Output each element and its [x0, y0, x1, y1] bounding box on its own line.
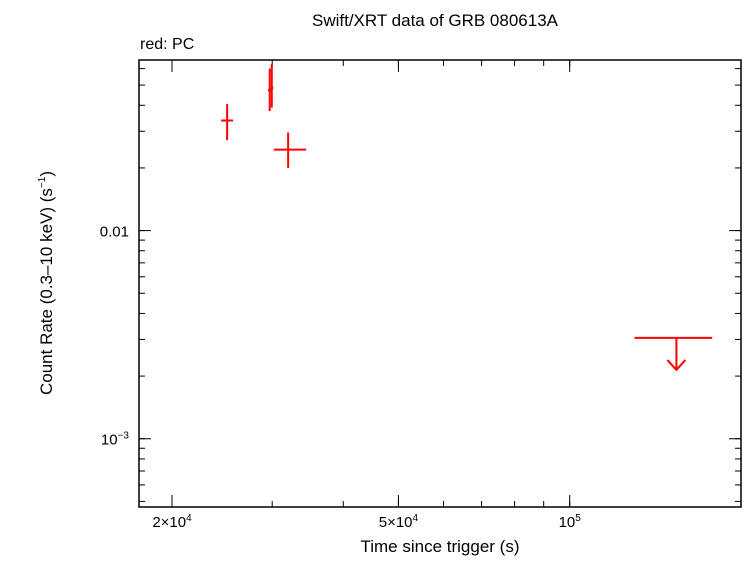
- y-axis-label-main: Count Rate (0.3–10 keV) (s: [37, 188, 56, 395]
- upper-limit: [634, 336, 713, 372]
- data-point: [270, 64, 274, 108]
- upper-limit-arrow-head: [666, 359, 687, 372]
- tick-labels: 2×104 5×104 105 0.01 10−3: [100, 224, 581, 531]
- chart-subtitle: red: PC: [140, 36, 194, 53]
- y-axis-label-sup: −1: [37, 176, 48, 188]
- plot-frame: [138, 59, 742, 508]
- x-tick-label: 5×104: [379, 513, 419, 531]
- chart-title: Swift/XRT data of GRB 080613A: [312, 11, 559, 30]
- minor-ticks: [139, 60, 742, 507]
- data-point: [273, 132, 307, 168]
- x-tick-label: 2×104: [152, 513, 192, 531]
- x-tick-label: 105: [559, 513, 582, 531]
- major-ticks: [139, 60, 741, 507]
- data-marks: [221, 64, 713, 372]
- y-axis-label: Count Rate (0.3–10 keV) (s−1): [37, 171, 56, 395]
- x-axis-label: Time since trigger (s): [360, 537, 519, 556]
- y-tick-label: 0.01: [100, 224, 129, 241]
- y-tick-label: 10−3: [101, 431, 130, 449]
- y-axis-label-close: ): [37, 171, 56, 177]
- data-point: [221, 104, 234, 141]
